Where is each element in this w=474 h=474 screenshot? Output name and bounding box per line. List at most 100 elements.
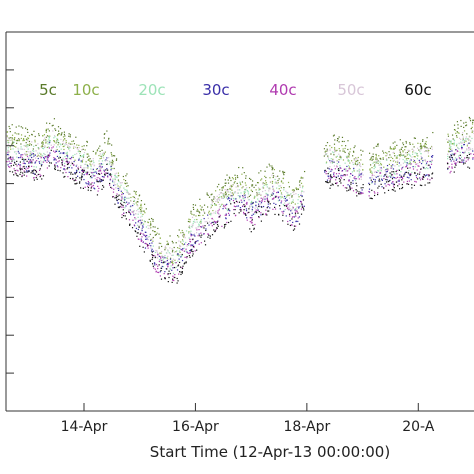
data-point <box>342 184 344 187</box>
data-point <box>251 184 254 186</box>
data-point <box>289 208 291 210</box>
data-point <box>408 153 410 155</box>
data-point <box>106 175 109 177</box>
data-point <box>225 217 227 219</box>
data-point <box>251 210 253 212</box>
data-point <box>393 171 395 173</box>
data-point <box>82 155 85 157</box>
data-point <box>160 267 162 269</box>
data-point <box>35 166 37 168</box>
data-point <box>248 211 250 214</box>
data-point <box>11 160 13 162</box>
data-point <box>106 130 108 132</box>
data-point <box>246 217 248 219</box>
data-point <box>202 214 204 217</box>
data-point <box>167 273 169 276</box>
data-point <box>449 150 451 153</box>
data-point <box>41 146 43 149</box>
data-point <box>277 175 279 177</box>
data-point <box>401 168 403 170</box>
data-point <box>129 206 131 208</box>
data-point <box>99 177 101 180</box>
data-point <box>239 196 241 198</box>
data-point <box>256 206 258 209</box>
data-point <box>105 159 107 161</box>
data-point <box>208 234 210 236</box>
data-point <box>62 145 64 148</box>
data-point <box>249 206 251 208</box>
data-point <box>237 192 240 194</box>
data-point <box>126 182 128 184</box>
data-point <box>251 217 253 219</box>
data-point <box>219 206 221 208</box>
data-point <box>426 147 428 149</box>
data-point <box>200 220 202 222</box>
data-point <box>454 166 456 168</box>
data-point <box>268 187 270 189</box>
data-point <box>9 127 11 130</box>
data-point <box>153 230 156 233</box>
data-point <box>424 159 427 161</box>
data-point <box>465 121 467 123</box>
data-point <box>358 162 360 164</box>
data-point <box>465 125 467 127</box>
data-point <box>207 217 209 219</box>
data-point <box>110 165 112 168</box>
data-point <box>134 197 136 199</box>
data-point <box>231 196 233 198</box>
data-point <box>67 161 69 163</box>
data-point <box>209 213 211 216</box>
data-point <box>148 218 150 220</box>
data-point <box>268 188 270 190</box>
data-point <box>109 178 112 180</box>
data-point <box>231 185 233 187</box>
data-point <box>327 182 329 184</box>
data-point <box>99 150 101 153</box>
data-point <box>179 247 182 250</box>
data-point <box>140 222 142 224</box>
data-point <box>191 216 194 218</box>
data-point <box>234 192 236 194</box>
data-point <box>62 139 65 141</box>
data-point <box>122 209 124 211</box>
data-point <box>218 203 220 205</box>
data-point <box>236 205 238 207</box>
data-point <box>217 225 219 227</box>
data-point <box>379 180 381 182</box>
data-point <box>181 272 183 274</box>
data-point <box>11 142 13 144</box>
data-point <box>265 213 267 215</box>
data-point <box>137 228 139 231</box>
data-point <box>221 203 223 205</box>
data-point <box>12 159 14 161</box>
data-point <box>472 119 474 121</box>
data-point <box>339 180 341 183</box>
data-point <box>181 249 184 251</box>
data-point <box>225 218 227 220</box>
data-point <box>211 218 213 220</box>
data-point <box>425 150 427 152</box>
data-point <box>34 173 36 175</box>
data-point <box>391 178 394 180</box>
data-point <box>290 193 292 195</box>
data-point <box>133 190 135 192</box>
data-point <box>329 181 331 183</box>
data-point <box>356 165 358 167</box>
data-point <box>341 144 343 147</box>
data-point <box>9 162 11 164</box>
data-point <box>362 187 364 189</box>
data-point <box>84 163 86 166</box>
data-point <box>128 211 130 213</box>
data-point <box>106 163 108 166</box>
data-point <box>42 143 44 145</box>
data-point <box>23 145 26 147</box>
data-point <box>212 221 214 223</box>
data-point <box>177 260 179 262</box>
data-point <box>139 222 141 224</box>
data-point <box>354 178 356 180</box>
data-point <box>386 154 388 156</box>
data-point <box>73 147 75 149</box>
data-point <box>150 245 152 247</box>
data-point <box>276 187 278 189</box>
data-point <box>417 142 419 144</box>
